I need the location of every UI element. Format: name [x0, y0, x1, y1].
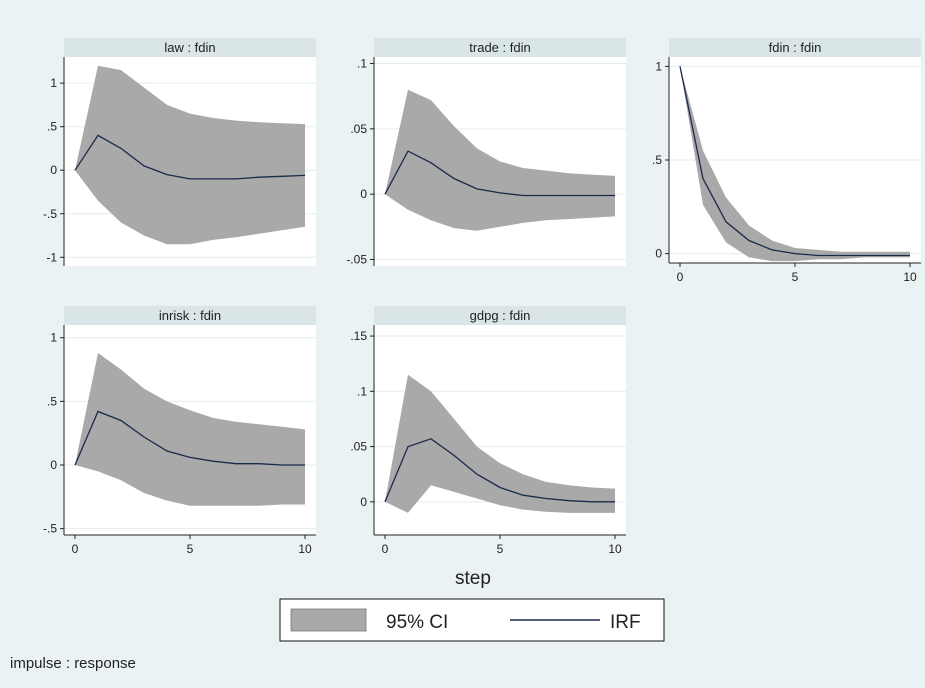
panel-3: fdin : fdin 1 .5 0 0 5 10: [652, 38, 921, 284]
y-tick-label: .05: [350, 122, 367, 136]
y-tick-label: 0: [655, 247, 662, 261]
legend-ci-label: 95% CI: [386, 612, 448, 633]
x-tick-label: 10: [608, 542, 622, 556]
ci-band: [75, 65, 305, 245]
x-tick-label: 0: [382, 542, 389, 556]
panel-header: [374, 38, 626, 57]
irf-line: [679, 66, 910, 257]
y-tick-label: -.5: [43, 522, 57, 536]
y-tick-label: .1: [357, 384, 367, 398]
y-tick-label: 1: [655, 59, 662, 73]
x-tick-label: 5: [497, 542, 504, 556]
panel-1: law : fdin 1 .5 0 -.5 -1: [43, 38, 316, 266]
ci-band: [385, 374, 615, 513]
panel-header: [64, 306, 316, 325]
irf-line: [384, 150, 615, 197]
y-tick-label: .5: [47, 120, 57, 134]
y-tick-label: .5: [652, 153, 662, 167]
x-tick-label: 0: [72, 542, 79, 556]
irf-line: [74, 410, 305, 466]
y-tick-label: 0: [50, 458, 57, 472]
panel-title: fdin : fdin: [769, 40, 822, 55]
irf-line: [384, 438, 615, 503]
x-axis-label: step: [455, 568, 491, 589]
y-tick-label: .1: [357, 57, 367, 71]
panel-5: gdpg : fdin .15 .1 .05 0 0 5 10: [350, 306, 626, 556]
x-tick-label: 10: [298, 542, 312, 556]
y-tick-label: -1: [46, 250, 57, 264]
x-tick-label: 5: [792, 270, 799, 284]
panel-2: trade : fdin .1 .05 0 -.05: [346, 38, 626, 266]
panel-4: inrisk : fdin 1 .5 0 -.5 0 5 10: [43, 306, 316, 556]
panel-header: [64, 38, 316, 57]
y-tick-label: .5: [47, 394, 57, 408]
y-tick-label: 0: [50, 163, 57, 177]
legend-irf-label: IRF: [610, 612, 641, 633]
x-tick-label: 0: [677, 270, 684, 284]
panel-title: law : fdin: [164, 40, 215, 55]
ci-band: [75, 353, 305, 506]
y-tick-label: 1: [50, 331, 57, 345]
y-tick-label: .05: [350, 440, 367, 454]
legend-ci-swatch: [290, 608, 367, 632]
x-tick-label: 10: [903, 270, 917, 284]
legend: 95% CI IRF: [279, 598, 665, 642]
panel-title: inrisk : fdin: [159, 308, 221, 323]
ci-band: [680, 66, 910, 262]
y-tick-label: 0: [360, 187, 367, 201]
irf-panels: law : fdin 1 .5 0 -.5 -1 trade : fdin .1 .05 0 -.0…: [43, 38, 921, 556]
y-tick-label: .15: [350, 329, 367, 343]
panel-title: trade : fdin: [469, 40, 530, 55]
y-tick-label: 1: [50, 76, 57, 90]
panel-title: gdpg : fdin: [470, 308, 531, 323]
panel-header: [374, 306, 626, 325]
irf-line: [74, 134, 306, 180]
y-tick-label: -.05: [346, 252, 367, 266]
y-tick-label: -.5: [43, 207, 57, 221]
y-tick-label: 0: [360, 495, 367, 509]
figure-note: impulse : response: [10, 655, 136, 672]
x-tick-label: 5: [187, 542, 194, 556]
panel-header: [669, 38, 921, 57]
